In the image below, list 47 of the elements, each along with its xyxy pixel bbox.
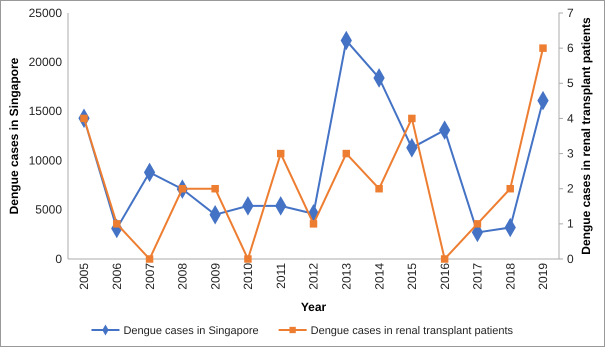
point [474, 220, 482, 228]
y-tick-label: 10000 [28, 153, 62, 168]
legend-label: Dengue cases in Singapore [123, 325, 259, 337]
y-tick-label: 5000 [35, 202, 62, 217]
y2-tick-label: 1 [567, 216, 574, 231]
y-axis-title: Dengue cases in Singapore [7, 57, 21, 214]
x-tick-label: 2016 [438, 262, 452, 290]
x-tick-label: 2009 [208, 262, 222, 290]
legend-label: Dengue cases in renal transplant patients [310, 325, 514, 337]
x-tick-label: 2013 [339, 262, 354, 290]
x-tick-label: 2018 [503, 262, 518, 290]
x-tick-label: 2014 [372, 262, 386, 290]
y2-tick-label: 4 [567, 111, 574, 126]
y2-axis-title: Dengue cases in renal transplant patients [579, 16, 593, 255]
y-tick-label: 25000 [28, 6, 62, 20]
point [113, 220, 121, 228]
y2-tick-label: 6 [567, 40, 574, 55]
y-tick-label: 20000 [28, 55, 62, 70]
point [375, 184, 383, 192]
point [342, 150, 350, 158]
point [440, 255, 448, 263]
x-tick-label: 2017 [470, 262, 485, 290]
x-tick-label: 2005 [77, 262, 92, 290]
point [211, 184, 219, 192]
y-tick-label: 15000 [28, 104, 62, 118]
y2-tick-label: 2 [567, 182, 574, 196]
point [506, 184, 514, 192]
x-tick-label: 2008 [176, 262, 190, 290]
y2-tick-label: 5 [567, 76, 574, 90]
point [539, 44, 547, 52]
point [276, 150, 284, 158]
y2-tick-label: 7 [567, 6, 574, 20]
x-axis-title: Year [300, 300, 327, 314]
x-tick-label: 2015 [405, 262, 420, 290]
x-tick-label: 2006 [110, 262, 124, 290]
x-tick-label: 2010 [241, 262, 256, 290]
point [244, 255, 252, 263]
x-tick-label: 2007 [142, 262, 157, 290]
point [310, 220, 318, 228]
y2-tick-label: 3 [567, 146, 574, 160]
y2-tick-label: 0 [567, 252, 574, 266]
y-tick-label: 0 [55, 252, 62, 266]
x-tick-label: 2011 [274, 262, 288, 289]
x-tick-label: 2012 [306, 262, 321, 290]
point [408, 114, 416, 122]
point [146, 255, 154, 263]
x-tick-label: 2019 [536, 262, 550, 290]
